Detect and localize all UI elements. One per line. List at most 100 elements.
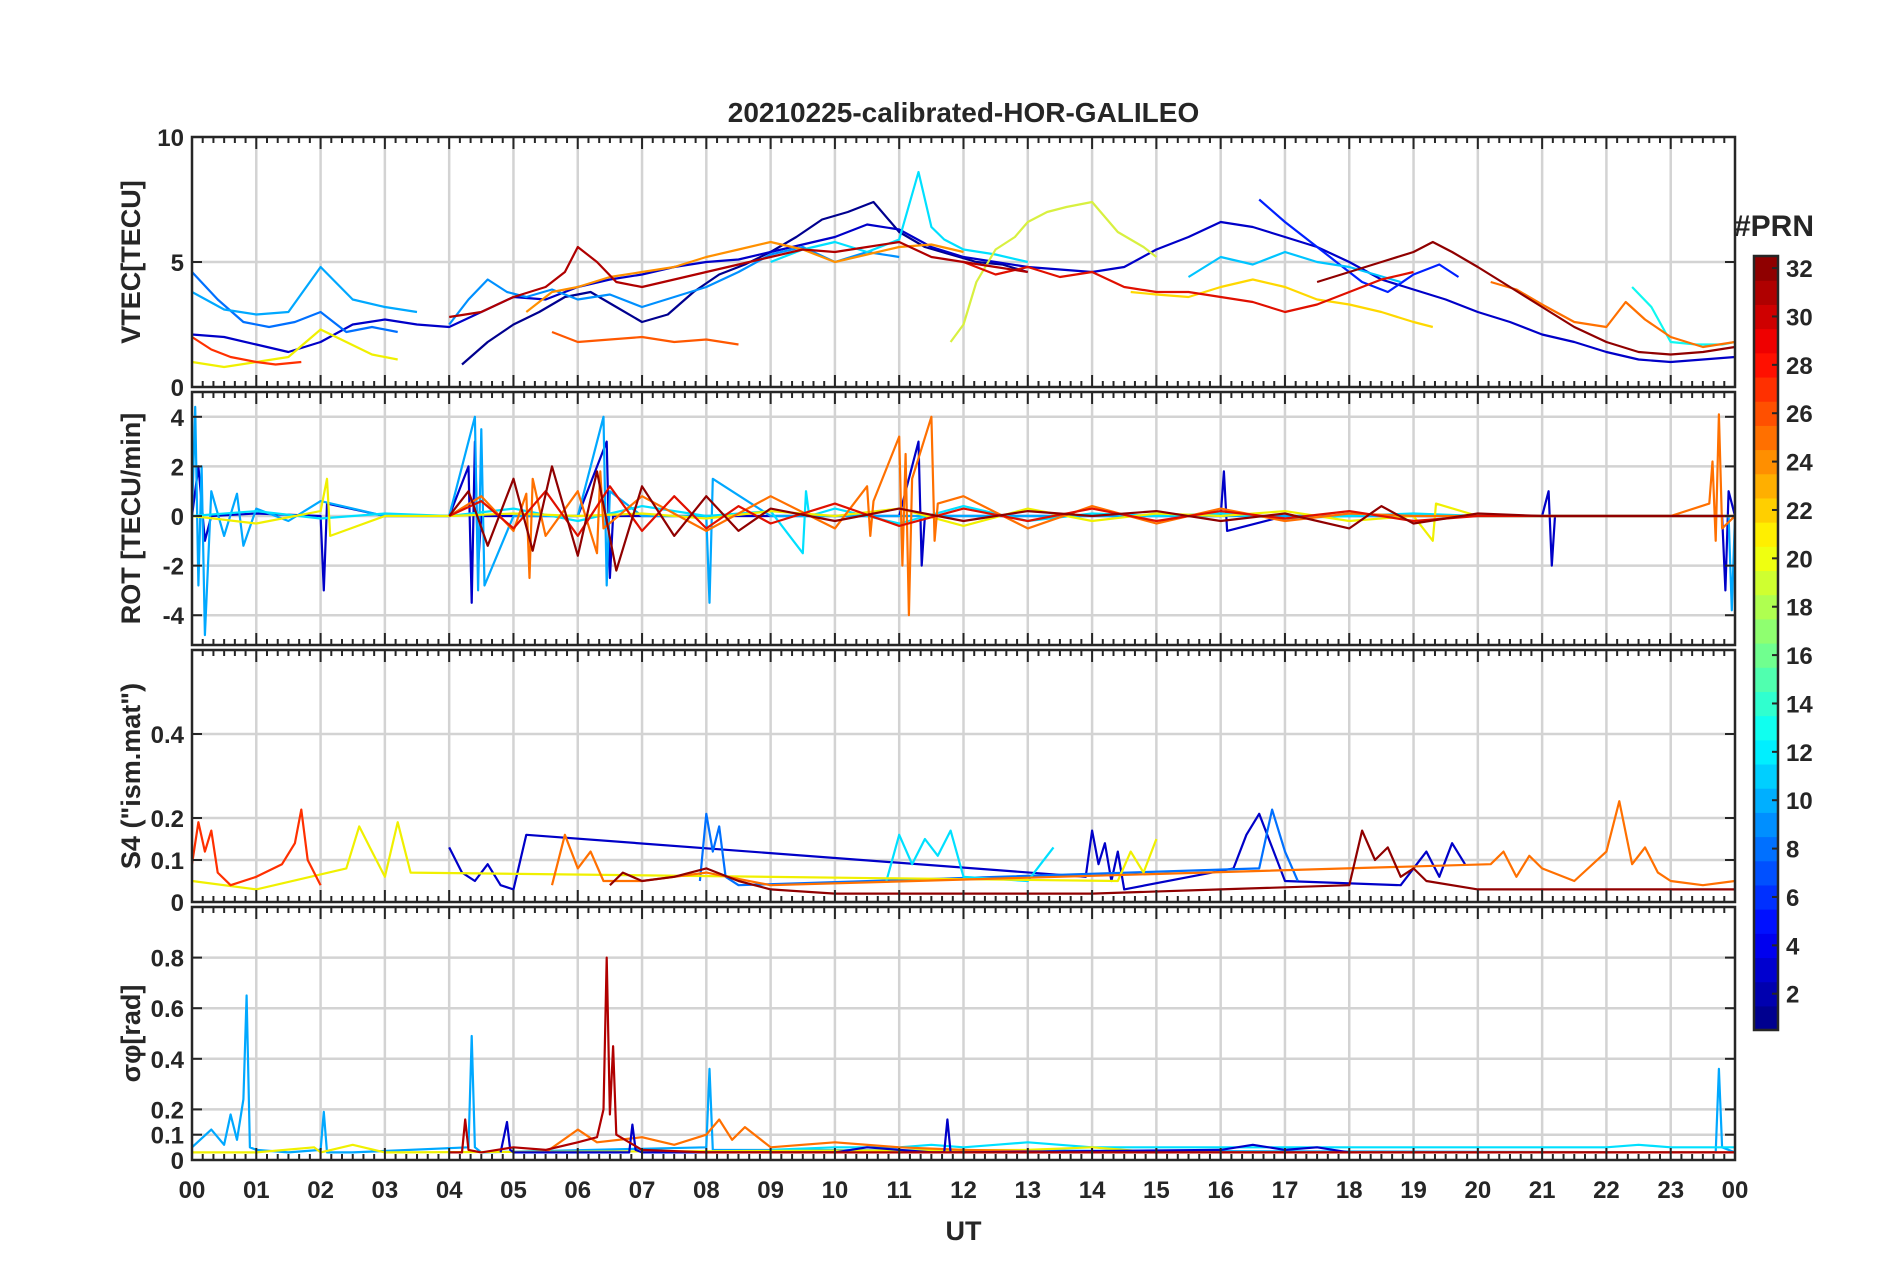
x-tick-label: 02 <box>307 1177 334 1204</box>
series-line-prn-31 <box>448 465 1735 572</box>
y-tick-label: 0.2 <box>151 1097 184 1124</box>
colorbar-tick-label: 18 <box>1786 595 1813 622</box>
y-tick-label: 0 <box>171 1148 184 1175</box>
series-line-prn-26 <box>192 808 322 887</box>
series-line-prn-21 <box>949 200 1158 343</box>
y-tick-label: 5 <box>171 250 184 277</box>
colorbar-tick-label: 26 <box>1786 401 1813 428</box>
series-line-prn-12 <box>192 490 1735 555</box>
series-line-prn-26 <box>192 336 302 366</box>
colorbar-tick-label: 8 <box>1786 837 1799 864</box>
series-line-prn-20 <box>192 477 1735 542</box>
series-line-prn-20 <box>192 821 1158 891</box>
panel-sigma: 00.10.2 0.4 0.6 0.8σφ[rad] <box>116 905 1737 1175</box>
series-group <box>192 800 1735 895</box>
colorbar-segment <box>1754 860 1778 886</box>
x-tick-label: 06 <box>564 1177 591 1204</box>
series-line-prn-31 <box>1316 240 1735 356</box>
series-line-prn-9 <box>448 245 900 326</box>
colorbar-tick-label: 32 <box>1786 256 1813 283</box>
x-tick-label: 18 <box>1336 1177 1363 1204</box>
x-tick-label: 16 <box>1207 1177 1234 1204</box>
colorbar-tick-label: 22 <box>1786 498 1813 525</box>
x-tick-label: 17 <box>1272 1177 1299 1204</box>
colorbar-segment <box>1754 376 1778 402</box>
colorbar-tick-label: 28 <box>1786 353 1813 380</box>
x-tick-label: 01 <box>243 1177 270 1204</box>
colorbar-segment <box>1754 715 1778 741</box>
x-tick-label: 15 <box>1143 1177 1170 1204</box>
colorbar-segment <box>1754 280 1778 305</box>
y-axis-title-s4: S4 ("ism.mat") <box>116 683 146 869</box>
x-tick-label: 23 <box>1657 1177 1684 1204</box>
series-line-prn-13 <box>1631 286 1735 346</box>
y-tick-label: 0 <box>171 890 184 917</box>
panel-rot: -4 -2 0 2 4 ROT [TECU/min] <box>116 390 1737 647</box>
series-line-prn-31 <box>609 829 1735 895</box>
y-tick-label: 0.2 <box>151 806 184 833</box>
series-line-prn-23 <box>525 240 964 313</box>
x-tick-label: 11 <box>887 1177 912 1204</box>
y-axis-title-vtec: VTEC[TECU] <box>116 180 146 344</box>
series-line-prn-3 <box>192 220 1735 364</box>
colorbar-tick-label: 6 <box>1786 885 1799 912</box>
x-tick-label: 14 <box>1079 1177 1106 1204</box>
series-line-prn-12 <box>770 1141 1735 1151</box>
colorbar-segment <box>1754 328 1778 354</box>
series-line-prn-12 <box>885 829 1055 883</box>
series-group <box>192 956 1735 1154</box>
x-tick-label: 13 <box>1014 1177 1041 1204</box>
x-tick-label: 07 <box>629 1177 656 1204</box>
series-line-prn-30 <box>449 240 1028 319</box>
colorbar-segment <box>1754 1005 1778 1031</box>
y-tick-label: 0.1 <box>151 848 184 875</box>
series-line-prn-1 <box>461 200 1029 366</box>
x-tick-label: 19 <box>1400 1177 1427 1204</box>
y-axis-title-sigma: σφ[rad] <box>116 985 146 1083</box>
x-tick-labels: 00 01 02 03 04 05 06 07 08 09 10 11 12 13 14 15 16 17 18 19… <box>179 1177 1749 1204</box>
chart-title: 20210225-calibrated-HOR-GALILEO <box>728 97 1200 128</box>
y-tick-label: -4 <box>163 603 185 630</box>
colorbar-segment <box>1754 763 1778 789</box>
y-tick-label: 0.4 <box>151 722 185 749</box>
series-line-prn-8 <box>698 808 1299 887</box>
series-line-prn-24 <box>1490 280 1735 349</box>
y-tick-label: 0.1 <box>151 1123 184 1150</box>
panel-vtec: 0 5 10 VTEC[TECU] <box>116 125 1737 402</box>
series-group <box>192 405 1735 637</box>
colorbar-tick-label: 12 <box>1786 740 1813 767</box>
y-tick-label: 0.6 <box>151 996 184 1023</box>
x-tick-label: 08 <box>693 1177 720 1204</box>
x-tick-label: 21 <box>1529 1177 1556 1204</box>
y-tick-label: 10 <box>157 125 184 152</box>
y-tick-label: 0 <box>171 375 184 402</box>
series-group <box>192 170 1735 369</box>
colorbar-segment <box>1754 473 1778 499</box>
y-tick-label: 0 <box>171 504 184 531</box>
x-tick-label: 00 <box>179 1177 206 1204</box>
x-tick-label: 09 <box>757 1177 784 1204</box>
series-line-prn-30 <box>449 956 1735 1154</box>
x-tick-label: 00 <box>1722 1177 1749 1204</box>
y-tick-label: 0.4 <box>151 1047 185 1074</box>
y-tick-label: 0.8 <box>151 946 184 973</box>
y-tick-label: 2 <box>171 454 184 481</box>
colorbar-frame <box>1752 254 1780 1032</box>
colorbar-segment <box>1754 618 1778 644</box>
x-tick-label: 12 <box>950 1177 977 1204</box>
y-axis-title-rot: ROT [TECU/min] <box>116 413 146 624</box>
colorbar-tick-label: 30 <box>1786 304 1813 331</box>
x-tick-label: 10 <box>822 1177 849 1204</box>
colorbar-segment <box>1754 570 1778 596</box>
x-tick-label: 05 <box>500 1177 527 1204</box>
colorbar-tick-label: 4 <box>1786 933 1800 960</box>
series-line-prn-25 <box>551 330 739 346</box>
x-tick-label: 03 <box>372 1177 399 1204</box>
colorbar-segment <box>1754 425 1778 451</box>
colorbar-tick-label: 10 <box>1786 788 1813 815</box>
series-line-prn-3 <box>499 1118 1350 1154</box>
series-line-prn-12 <box>770 170 1029 264</box>
series-line-prn-10 <box>192 994 1735 1154</box>
